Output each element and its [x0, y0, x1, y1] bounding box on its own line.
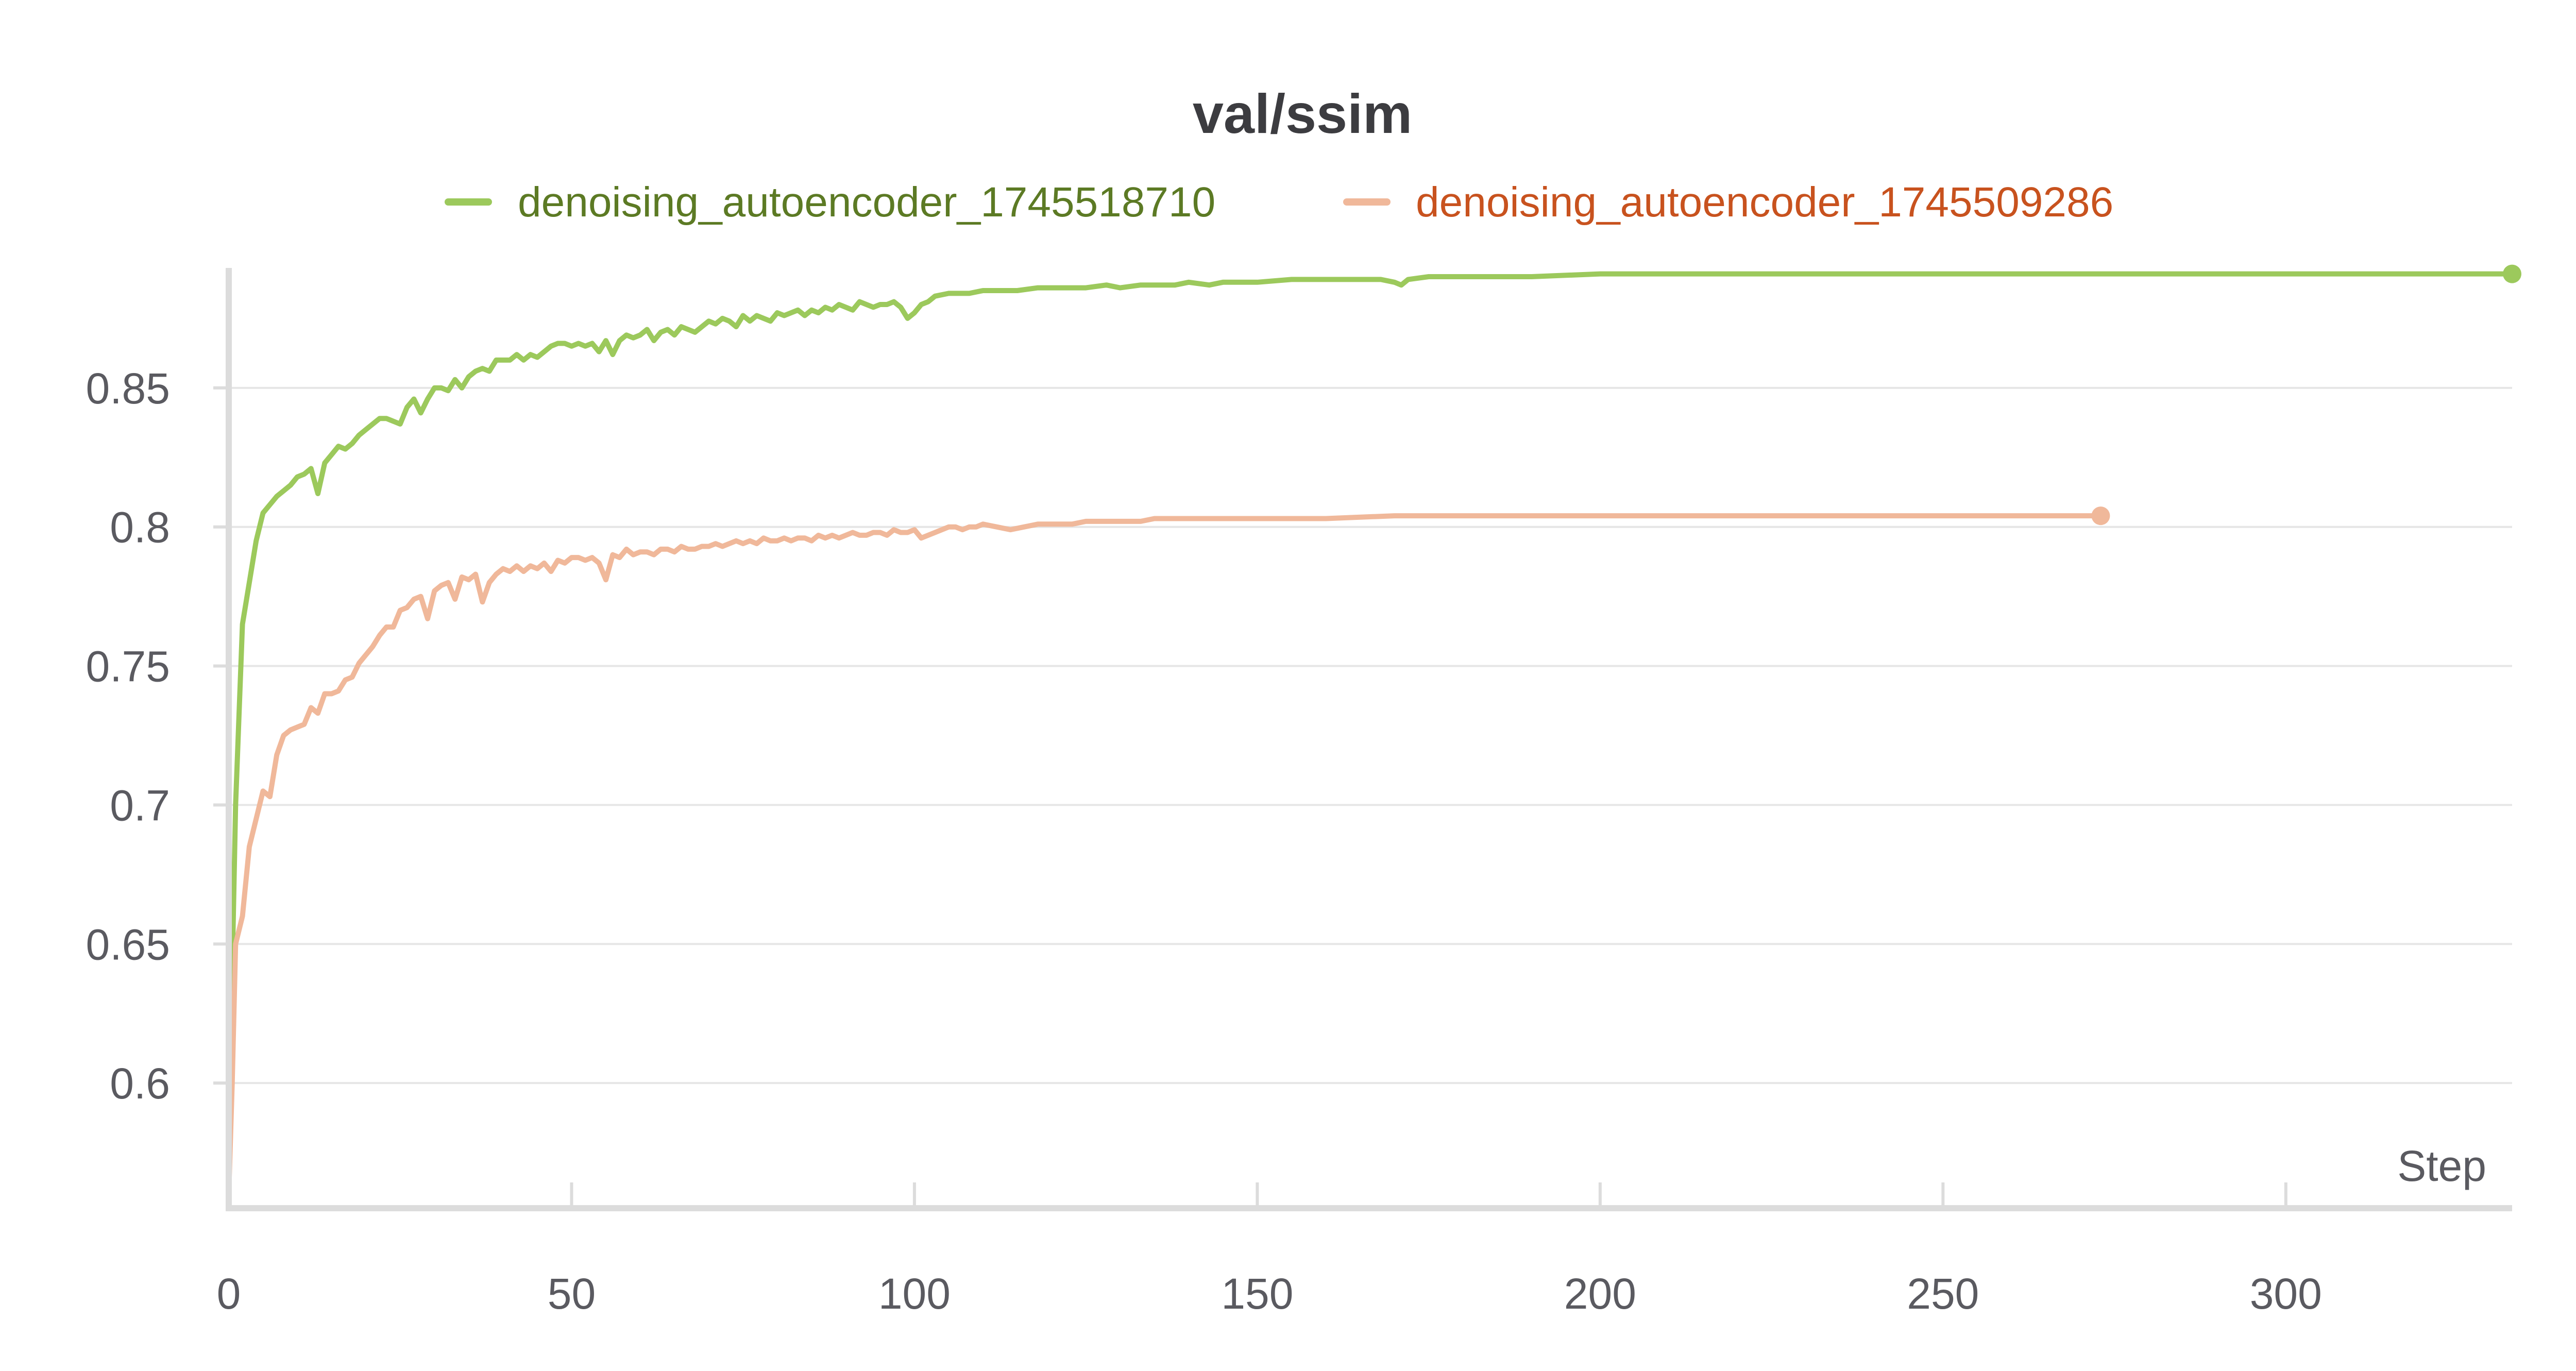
series-line-1 — [226, 513, 2104, 1197]
gridlines — [229, 386, 2512, 1085]
x-axis-ticks: 0 50 100 150 200 250 300 — [217, 1182, 2322, 1318]
legend-label-0: denoising_autoencoder_1745518710 — [518, 179, 1215, 226]
y-tick-label-1: 0.65 — [86, 920, 171, 969]
y-tick-label-3: 0.75 — [86, 642, 171, 691]
x-axis-label: Step — [2397, 1142, 2486, 1190]
x-tick-label-4: 200 — [1564, 1270, 1636, 1318]
series-line-0 — [226, 271, 2515, 1197]
y-tick-label-5: 0.85 — [86, 364, 171, 413]
legend-label-1: denoising_autoencoder_1745509286 — [1416, 179, 2113, 226]
series-layer — [226, 264, 2521, 1197]
chart-title: val/ssim — [1193, 82, 1412, 145]
series-end-point-1 — [2091, 506, 2110, 526]
y-axis-ticks: 0.6 0.65 0.7 0.75 0.8 0.85 — [86, 364, 229, 1108]
y-tick-label-2: 0.7 — [110, 781, 170, 830]
x-tick-label-6: 300 — [2250, 1270, 2322, 1318]
x-tick-label-3: 150 — [1221, 1270, 1293, 1318]
x-tick-label-5: 250 — [1907, 1270, 1979, 1318]
x-tick-label-2: 100 — [878, 1270, 951, 1318]
y-tick-label-0: 0.6 — [110, 1059, 170, 1108]
x-tick-label-0: 0 — [217, 1270, 241, 1318]
legend: denoising_autoencoder_1745518710 denoisin… — [445, 179, 2113, 226]
x-tick-label-1: 50 — [548, 1270, 596, 1318]
series-end-point-0 — [2503, 264, 2521, 283]
y-tick-label-4: 0.8 — [110, 503, 170, 552]
